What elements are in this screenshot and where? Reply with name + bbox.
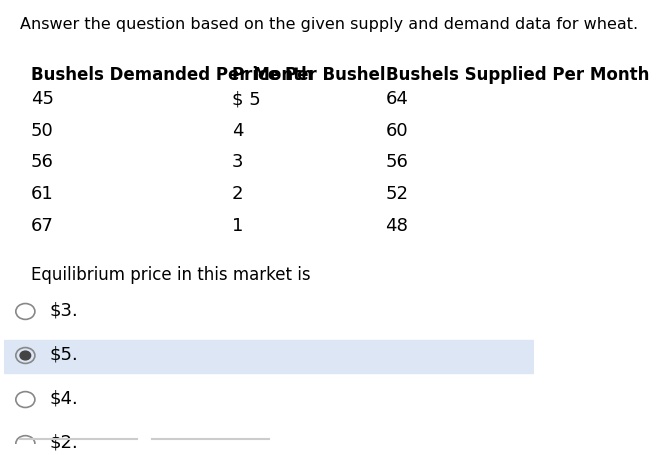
Text: 4: 4 [232, 121, 244, 139]
Text: Equilibrium price in this market is: Equilibrium price in this market is [30, 266, 310, 283]
Text: 60: 60 [385, 121, 408, 139]
FancyBboxPatch shape [4, 340, 534, 373]
Text: 52: 52 [385, 185, 409, 203]
Text: $5.: $5. [50, 344, 78, 363]
Text: 50: 50 [30, 121, 53, 139]
Text: 3: 3 [232, 153, 244, 171]
Text: Bushels Supplied Per Month: Bushels Supplied Per Month [385, 66, 649, 84]
Text: 67: 67 [30, 217, 53, 234]
Text: $2.: $2. [50, 432, 78, 450]
Text: 48: 48 [385, 217, 409, 234]
Text: 61: 61 [30, 185, 53, 203]
Text: Price Per Bushel: Price Per Bushel [232, 66, 385, 84]
Text: 1: 1 [232, 217, 244, 234]
Text: $ 5: $ 5 [232, 90, 261, 108]
Text: 56: 56 [30, 153, 53, 171]
Text: Answer the question based on the given supply and demand data for wheat.: Answer the question based on the given s… [20, 17, 638, 32]
Text: $3.: $3. [50, 301, 78, 318]
Text: $4.: $4. [50, 389, 78, 406]
Text: 56: 56 [385, 153, 409, 171]
Text: Bushels Demanded Per Month: Bushels Demanded Per Month [30, 66, 313, 84]
Text: 2: 2 [232, 185, 244, 203]
Text: 64: 64 [385, 90, 409, 108]
Text: 45: 45 [30, 90, 53, 108]
Circle shape [20, 351, 30, 360]
